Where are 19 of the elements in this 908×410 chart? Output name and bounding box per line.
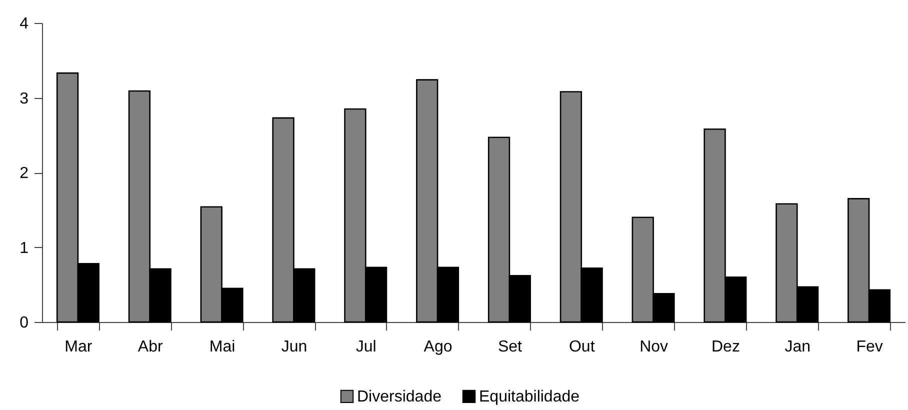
x-tick-label: Jan (784, 338, 811, 356)
y-tick-label: 2 (20, 165, 29, 182)
x-tick-label: Out (568, 338, 596, 356)
x-tick-label: Mar (64, 338, 93, 356)
x-tick-label: Mai (209, 338, 236, 356)
x-tick-label: Fev (856, 338, 883, 356)
x-tick-label: Jul (356, 338, 376, 356)
x-tick-label: Nov (640, 338, 668, 356)
legend-label: Equitabilidade (479, 388, 580, 406)
y-tick-label: 3 (20, 90, 29, 108)
y-tick-label: 1 (20, 240, 29, 257)
y-tick-label: 0 (20, 314, 29, 332)
y-tick-label: 4 (20, 16, 29, 32)
x-tick-label: Jun (281, 338, 308, 356)
x-tick-label: Ago (424, 338, 452, 356)
x-tick-label: Set (498, 338, 523, 356)
x-tick-label: Abr (138, 338, 164, 356)
x-tick-label: Dez (711, 338, 740, 356)
legend-label: Diversidade (357, 388, 442, 406)
